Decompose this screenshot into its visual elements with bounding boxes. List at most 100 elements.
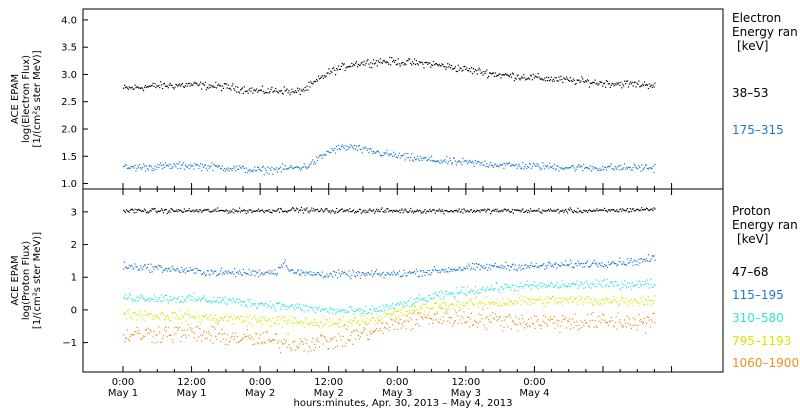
data-point: [177, 168, 179, 170]
data-point: [301, 341, 303, 343]
data-point: [347, 325, 349, 327]
data-point: [311, 273, 313, 276]
data-point: [280, 340, 282, 342]
data-point: [329, 152, 331, 154]
data-point: [597, 210, 599, 212]
data-point: [469, 211, 471, 213]
data-point: [316, 309, 319, 311]
data-point: [396, 156, 398, 159]
data-point: [628, 166, 630, 169]
data-point: [217, 297, 219, 299]
data-point: [524, 327, 526, 329]
data-point: [423, 314, 425, 316]
data-point: [264, 167, 266, 169]
data-point: [477, 160, 479, 163]
data-point: [193, 337, 195, 339]
data-point: [502, 74, 504, 76]
data-point: [470, 269, 472, 271]
data-point: [248, 89, 250, 91]
data-point: [271, 166, 273, 168]
data-point: [530, 317, 532, 319]
data-point: [352, 343, 354, 345]
data-point: [398, 304, 400, 306]
data-point: [341, 62, 343, 64]
data-point: [451, 68, 454, 70]
data-point: [315, 209, 317, 211]
data-point: [350, 211, 352, 213]
data-point: [522, 208, 524, 210]
data-point: [344, 210, 346, 212]
data-point: [540, 265, 542, 267]
data-point: [465, 268, 467, 270]
data-point: [454, 160, 456, 162]
data-point: [393, 310, 396, 312]
data-point: [535, 300, 537, 302]
data-point: [181, 269, 184, 271]
data-point: [452, 323, 455, 325]
data-point: [505, 261, 507, 263]
data-point: [533, 302, 535, 304]
data-point: [562, 283, 564, 285]
data-point: [534, 265, 536, 267]
data-point: [585, 262, 587, 264]
data-point: [371, 67, 373, 69]
data-point: [506, 162, 508, 164]
data-point: [520, 211, 522, 213]
data-point: [165, 267, 167, 270]
data-point: [259, 334, 262, 336]
data-point: [356, 309, 359, 311]
data-point: [129, 294, 131, 296]
data-point: [515, 163, 517, 165]
data-point: [511, 284, 513, 286]
data-point: [423, 299, 425, 301]
data-point: [186, 270, 188, 273]
data-point: [128, 293, 130, 295]
data-point: [203, 165, 205, 167]
data-point: [362, 209, 364, 212]
data-point: [368, 152, 370, 154]
data-point: [613, 85, 615, 87]
data-point: [483, 265, 485, 267]
data-point: [587, 325, 590, 327]
data-point: [345, 342, 347, 344]
data-point: [129, 317, 131, 319]
data-point: [178, 317, 180, 319]
data-point: [542, 302, 544, 305]
electron-x-ticks: [122, 183, 673, 189]
data-point: [623, 167, 625, 169]
data-point: [515, 78, 517, 80]
data-point: [290, 320, 292, 322]
data-point: [136, 86, 138, 88]
data-point: [296, 91, 298, 94]
electron-data-points: [123, 56, 656, 176]
data-point: [266, 271, 268, 273]
data-point: [479, 164, 481, 166]
data-point: [591, 303, 593, 305]
data-point: [417, 64, 419, 66]
data-point: [530, 210, 532, 212]
data-point: [269, 273, 271, 275]
data-point: [597, 302, 599, 304]
data-point: [183, 269, 185, 271]
data-point: [618, 283, 620, 285]
data-point: [149, 313, 151, 315]
data-point: [281, 303, 283, 305]
data-point: [306, 207, 308, 209]
data-point: [591, 166, 593, 168]
data-point: [494, 313, 496, 315]
data-point: [443, 66, 445, 68]
data-point: [577, 79, 579, 82]
data-point: [533, 163, 535, 165]
data-point: [267, 272, 269, 274]
data-point: [374, 320, 377, 322]
data-point: [492, 266, 494, 268]
data-point: [149, 209, 151, 211]
data-point: [438, 306, 440, 308]
data-point: [502, 265, 504, 267]
data-point: [271, 212, 273, 214]
data-point: [162, 269, 165, 271]
data-point: [384, 326, 386, 328]
data-point: [575, 325, 577, 327]
data-point: [223, 83, 225, 85]
data-point: [379, 275, 381, 277]
